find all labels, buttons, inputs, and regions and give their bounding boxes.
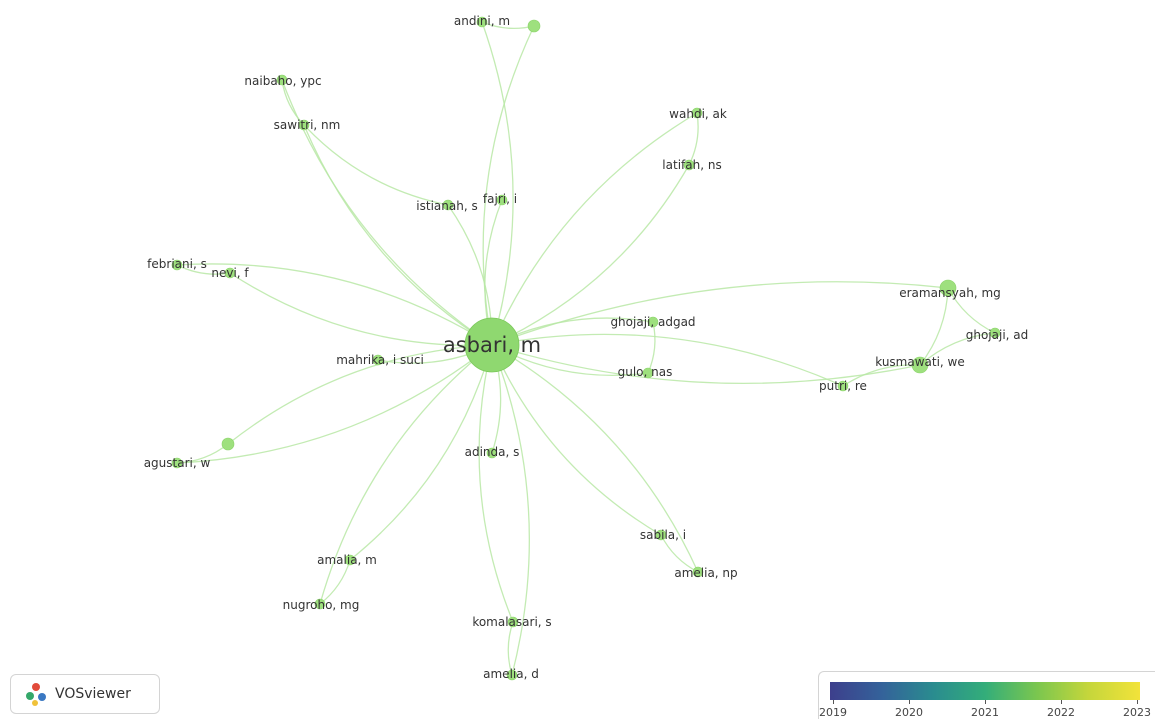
network-edge [491, 333, 844, 387]
node-label-istianah: istianah, s [416, 199, 477, 213]
legend-tick-mark [985, 700, 986, 704]
node-febriani[interactable] [171, 259, 183, 271]
node-amelia-d[interactable] [506, 669, 518, 681]
node-label-ghojaji-adgad: ghojaji, adgad [610, 315, 695, 329]
network-edge [303, 124, 493, 346]
node-latifah[interactable] [683, 159, 695, 171]
year-color-legend: 2019 2020 2021 2022 2023 [818, 671, 1155, 719]
node-label-fajri: fajri, i [483, 192, 517, 206]
network-edge [491, 112, 698, 346]
network-edge [491, 344, 921, 384]
node-label-amelia-d: amelia, d [483, 667, 539, 681]
legend-tick-mark [909, 700, 910, 704]
node-label-andini: andini, m [454, 14, 510, 28]
network-edge [229, 272, 493, 347]
node-label-wahdi: wahdi, ak [669, 107, 727, 121]
node-label-center: asbari, m [443, 333, 541, 357]
network-edge [176, 263, 493, 346]
node-label-amelia-np: amelia, np [674, 566, 737, 580]
legend-tick-label: 2023 [1123, 706, 1151, 719]
legend-tick-mark [1137, 700, 1138, 704]
network-edge [319, 344, 493, 605]
node-agustari[interactable] [171, 457, 183, 469]
network-edge [491, 344, 530, 676]
node-label-gulo: gulo, nas [618, 365, 673, 379]
network-edge [176, 344, 493, 464]
network-edge [491, 344, 662, 536]
node-nugroho[interactable] [314, 598, 326, 610]
node-naibaho[interactable] [276, 74, 288, 86]
node-fajri[interactable] [496, 194, 508, 206]
legend-ticks: 2019 2020 2021 2022 2023 [819, 700, 1155, 720]
node-gulo[interactable] [642, 367, 654, 379]
node-label-mahrika: mahrika, i suci [336, 353, 424, 367]
node-label-nugroho: nugroho, mg [283, 598, 360, 612]
network-edge [842, 364, 921, 387]
network-edge [491, 344, 699, 573]
node-label-nevi: nevi, f [211, 266, 249, 280]
legend-tick-label: 2019 [819, 706, 847, 719]
node-center[interactable] [464, 317, 520, 373]
node-wahdi[interactable] [691, 107, 703, 119]
node-label-naibaho: naibaho, ypc [244, 74, 321, 88]
network-nodes [171, 16, 1001, 681]
node-komalasari[interactable] [507, 616, 519, 628]
legend-tick-mark [1061, 700, 1062, 704]
node-sabila[interactable] [655, 529, 667, 541]
legend-tick-label: 2021 [971, 706, 999, 719]
vosviewer-logo-text: VOSviewer [55, 686, 131, 702]
network-edge [227, 344, 493, 445]
node-label-sawitri: sawitri, nm [274, 118, 341, 132]
node-label-kusmawati: kusmawati, we [875, 355, 965, 369]
node-andini[interactable] [476, 16, 488, 28]
vosviewer-logo: VOSviewer [10, 674, 160, 714]
node-unlabeled-top[interactable] [527, 19, 541, 33]
node-ghojaji-adgad[interactable] [647, 316, 659, 328]
node-amalia[interactable] [344, 554, 356, 566]
node-putri[interactable] [837, 380, 849, 392]
vosviewer-logo-icon [26, 683, 46, 706]
node-label-febriani: febriani, s [147, 257, 207, 271]
node-label-ghojaji-ad: ghojaji, ad [966, 328, 1029, 342]
legend-color-scale [830, 682, 1140, 700]
network-edge [919, 332, 996, 366]
network-edge [491, 164, 690, 346]
network-edge [478, 344, 514, 623]
node-amelia-np[interactable] [692, 566, 704, 578]
node-eramansyah[interactable] [939, 279, 957, 297]
network-edge [481, 21, 514, 346]
node-label-agustari: agustari, w [144, 456, 211, 470]
node-label-amalia: amalia, m [317, 553, 377, 567]
node-label-putri: putri, re [819, 379, 867, 393]
network-edge [919, 287, 949, 366]
node-sawitri[interactable] [298, 119, 310, 131]
node-mahrika[interactable] [372, 354, 384, 366]
network-edge [482, 25, 535, 346]
node-adinda[interactable] [486, 447, 498, 459]
network-edge [349, 344, 493, 561]
legend-tick-label: 2022 [1047, 706, 1075, 719]
legend-tick-mark [833, 700, 834, 704]
legend-tick-label: 2020 [895, 706, 923, 719]
node-unlabeled-left[interactable] [221, 437, 235, 451]
node-istianah[interactable] [442, 199, 454, 211]
node-label-sabila: sabila, i [640, 528, 686, 542]
network-edge [303, 124, 449, 206]
node-label-eramansyah: eramansyah, mg [899, 286, 1001, 300]
node-kusmawati[interactable] [911, 356, 929, 374]
node-nevi[interactable] [224, 267, 236, 279]
network-labels: asbari, m andini, m naibaho, ypc sawitri, n… [144, 14, 1029, 681]
node-label-latifah: latifah, ns [662, 158, 721, 172]
node-label-komalasari: komalasari, s [472, 615, 551, 629]
node-ghojaji-ad[interactable] [989, 327, 1001, 339]
node-label-adinda: adinda, s [465, 445, 520, 459]
